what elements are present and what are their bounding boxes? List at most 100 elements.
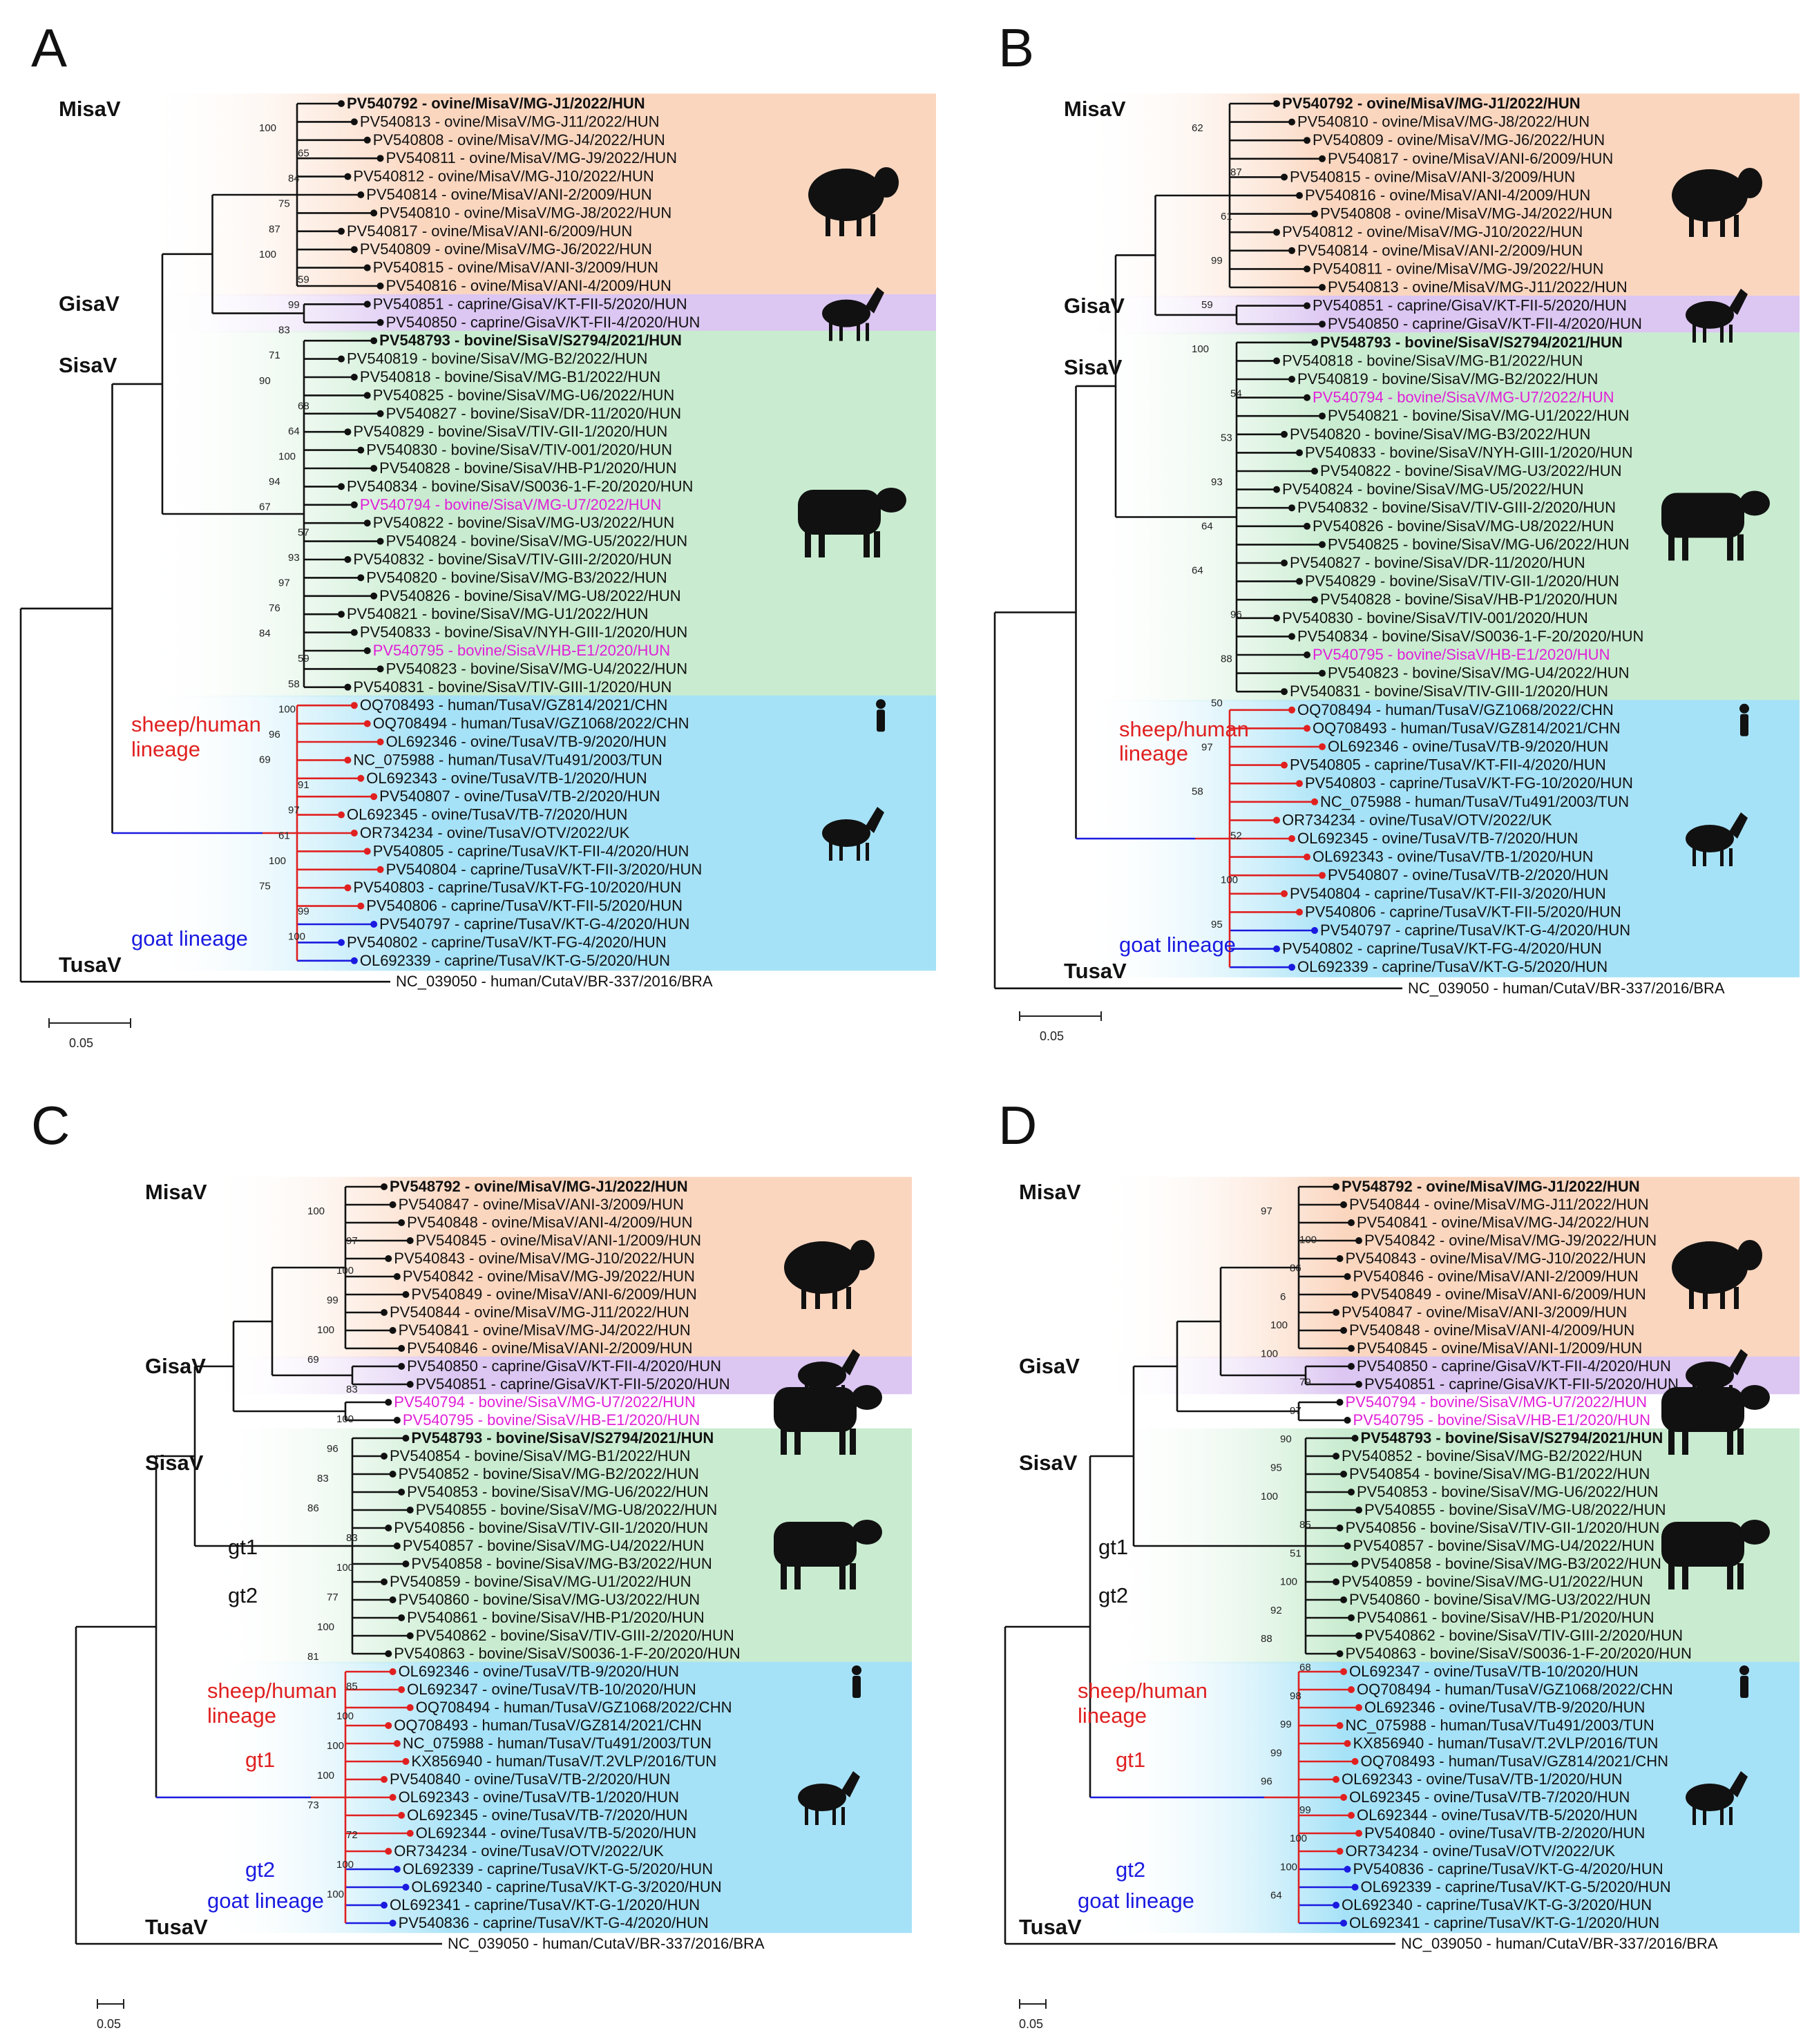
tusa-label: TusaV [145,1915,208,1939]
taxon-label: PV540831 - bovine/SisaV/TIV-GIII-1/2020/… [353,678,671,696]
sisa-label: SisaV [1019,1451,1078,1475]
bootstrap-value: 100 [327,1740,344,1752]
goat-icon [798,1771,860,1825]
tip-node [406,1632,414,1639]
bootstrap-value: 64 [1270,1890,1282,1902]
taxon-label: PV540830 - bovine/SisaV/TIV-001/2020/HUN [366,441,672,459]
taxon-label: PV540857 - bovine/SisaV/MG-U4/2022/HUN [403,1537,705,1554]
taxon-label: PV540792 - ovine/MisaV/MG-J1/2022/HUN [347,95,645,112]
taxon-label: PV540861 - bovine/SisaV/HB-P1/2020/HUN [407,1609,704,1626]
tip-node [1304,522,1310,530]
taxon-label: PV540813 - ovine/MisaV/MG-J11/2022/HUN [1328,278,1628,296]
tip-node [1281,688,1288,696]
tip-node [1340,1471,1347,1478]
tip-node [385,1722,392,1729]
tip-node [1348,1614,1355,1621]
human-icon [852,1665,861,1698]
taxon-label: PV540834 - bovine/SisaV/S0036-1-F-20/202… [347,477,693,495]
bootstrap-value: 92 [1270,1605,1282,1616]
tip-node [406,1381,414,1388]
taxon-label: PV540850 - caprine/GisaV/KT-FII-4/2020/H… [1357,1357,1671,1375]
tip-node [1304,137,1310,144]
lineage-label: gt1 [245,1748,276,1772]
tip-node [1296,780,1303,787]
bootstrap-value: 100 [1261,1491,1278,1502]
outgroup-label: NC_039050 - human/CutaV/BR-337/2016/BRA [1408,980,1725,997]
tip-node [1288,835,1295,842]
bootstrap-value: 71 [269,350,280,361]
tip-node [402,1291,410,1298]
taxon-label: PV540836 - caprine/TusaV/KT-G-4/2020/HUN [399,1914,709,1931]
tip-node [389,1920,397,1927]
tusa-label: TusaV [59,952,122,977]
taxon-label: PV540807 - ovine/TusaV/TB-2/2020/HUN [379,787,660,805]
panel-label: D [998,1095,1038,1156]
bootstrap-value: 100 [317,1621,334,1633]
tip-node [385,1848,392,1855]
taxon-label: PV540814 - ovine/MisaV/ANI-2/2009/HUN [1297,242,1583,259]
tip-node [398,1686,406,1693]
tip-node [357,446,365,454]
tip-node [338,483,345,490]
bootstrap-value: 100 [336,1859,354,1871]
bootstrap-value: 69 [307,1354,319,1366]
bootstrap-value: 76 [269,602,280,614]
tip-node [350,702,358,709]
tip-node [381,1453,388,1460]
tip-node [344,173,352,180]
gisa-label: GisaV [59,292,120,316]
taxon-label: PV540830 - bovine/SisaV/TIV-001/2020/HUN [1282,609,1588,627]
taxon-label: PV540854 - bovine/SisaV/MG-B1/2022/HUN [390,1447,690,1464]
tip-node [1336,1722,1344,1729]
taxon-label: OQ708494 - human/TusaV/GZ1068/2022/CHN [1297,701,1614,718]
cow-icon [774,1385,882,1455]
tip-node [402,1435,410,1442]
taxon-label: OL692339 - caprine/TusaV/KT-G-5/2020/HUN [1361,1878,1671,1895]
lineage-label: goat lineage [1119,933,1236,957]
bootstrap-value: 75 [278,198,290,210]
lineage-label: goat lineage [131,926,248,951]
sisa-label: SisaV [59,353,117,378]
tip-node [398,1812,406,1819]
tip-node [1296,577,1303,585]
human-icon [1739,1665,1749,1698]
tip-node [350,118,358,126]
bootstrap-value: 67 [259,502,271,513]
taxon-label: PV540795 - bovine/SisaV/HB-E1/2020/HUN [1313,646,1610,663]
panel-label: B [998,17,1035,78]
bootstrap-value: 100 [317,1770,334,1782]
taxon-label: PV540850 - caprine/GisaV/KT-FII-4/2020/H… [1328,315,1642,332]
bootstrap-value: 95 [1211,919,1223,930]
tip-node [1288,964,1295,971]
bootstrap-value: 100 [1290,1833,1307,1844]
tip-node [376,665,384,673]
bootstrap-value: 83 [278,325,290,336]
tip-node [376,866,384,873]
bootstrap-value: 99 [1211,255,1223,267]
tip-node [1273,100,1280,107]
tip-node [350,501,358,508]
taxon-label: PV540820 - bovine/SisaV/MG-B3/2022/HUN [366,569,667,586]
tip-node [1296,192,1303,199]
taxon-label: PV540846 - ovine/MisaV/ANI-2/2009/HUN [1353,1268,1639,1285]
tip-node [381,1183,388,1190]
bootstrap-value: 65 [298,148,309,160]
tusa-label: TusaV [1064,959,1127,984]
taxon-label: PV540827 - bovine/SisaV/DR-11/2020/HUN [386,405,682,422]
taxon-label: PV540845 - ovine/MisaV/ANI-1/2009/HUN [1357,1339,1642,1357]
tip-node [350,830,358,837]
taxon-label: PV540828 - bovine/SisaV/HB-P1/2020/HUN [1320,591,1617,608]
lineage-label: gt2 [1116,1857,1146,1882]
taxon-label: PV540846 - ovine/MisaV/ANI-2/2009/HUN [407,1339,692,1357]
bootstrap-value: 64 [1201,520,1213,532]
taxon-label: OL692340 - caprine/TusaV/KT-G-3/2020/HUN [411,1878,721,1895]
bootstrap-value: 85 [1299,1519,1311,1531]
bootstrap-value: 97 [1261,1205,1272,1217]
tip-node [1288,706,1295,714]
tip-node [1348,1219,1355,1226]
taxon-label: OL692339 - caprine/TusaV/KT-G-5/2020/HUN [403,1860,713,1878]
taxon-label: PV540859 - bovine/SisaV/MG-U1/2022/HUN [1342,1573,1643,1590]
taxon-label: OL692343 - ovine/TusaV/TB-1/2020/HUN [1313,848,1593,866]
tip-node [1281,173,1288,181]
tip-node [363,136,371,144]
